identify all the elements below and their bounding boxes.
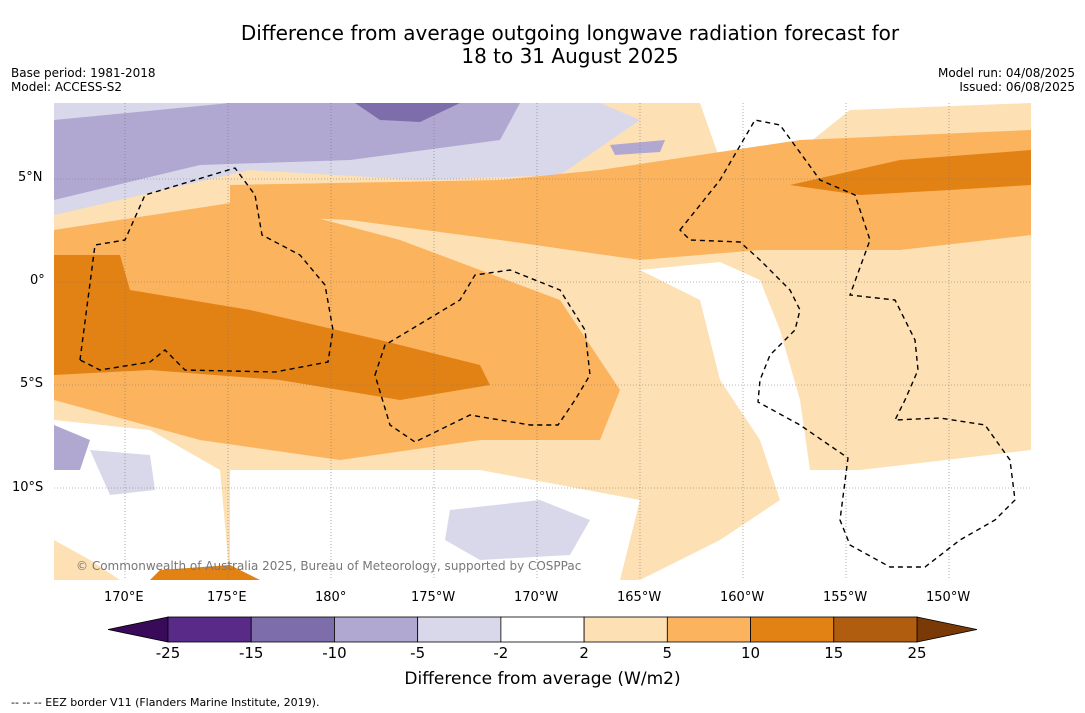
colorbar-cell — [750, 616, 835, 643]
olr-anomaly-field — [54, 103, 1031, 580]
lon-label-180: 180° — [315, 590, 347, 605]
title-line-1: Difference from average outgoing longwav… — [240, 21, 900, 45]
model-run: Model run: 04/08/2025 — [937, 66, 1075, 80]
colorbar-tick-label: 10 — [741, 644, 761, 662]
colorbar-cell — [583, 616, 668, 643]
colorbar-cell — [666, 616, 751, 643]
colorbar-tick-label: 25 — [907, 644, 927, 662]
colorbar-tick-label: 15 — [824, 644, 844, 662]
meta-left: Base period: 1981-2018 Model: ACCESS-S2 — [11, 66, 156, 94]
graticule — [54, 103, 1031, 580]
colorbar-cell — [167, 616, 252, 643]
colorbar-over-arrow — [916, 616, 978, 643]
map-title: Difference from average outgoing longwav… — [0, 22, 1085, 68]
colorbar-label: Difference from average (W/m2) — [404, 669, 681, 689]
colorbar — [107, 616, 978, 643]
lon-label-165w: 165°W — [617, 590, 662, 605]
lon-label-170e: 170°E — [104, 590, 144, 605]
lon-label-155w: 155°W — [823, 590, 868, 605]
colorbar-tick-label: -15 — [238, 644, 264, 662]
base-period: Base period: 1981-2018 — [11, 66, 156, 80]
colorbar-tick-label: -25 — [155, 644, 181, 662]
eez-footnote: -- -- -- EEZ border V11 (Flanders Marine… — [11, 696, 320, 709]
lon-label-170w: 170°W — [514, 590, 559, 605]
colorbar-cell — [334, 616, 419, 643]
colorbar-cell — [833, 616, 918, 643]
title-line-2: 18 to 31 August 2025 — [461, 44, 679, 68]
lat-label-5s: 5°S — [20, 376, 44, 391]
lat-label-0: 0° — [30, 273, 45, 288]
colorbar-cell — [250, 616, 335, 643]
model-name: Model: ACCESS-S2 — [11, 80, 123, 94]
colorbar-tick-label: 5 — [662, 644, 673, 662]
colorbar-tick-label: 2 — [579, 644, 589, 662]
colorbar-tick-label: -10 — [322, 644, 347, 662]
issued-date: Issued: 06/08/2025 — [959, 80, 1075, 94]
colorbar-tick-label: -5 — [410, 644, 426, 662]
lon-label-160w: 160°W — [720, 590, 765, 605]
colorbar-cell — [500, 616, 585, 643]
lat-label-5n: 5°N — [18, 170, 43, 185]
lat-label-10s: 10°S — [12, 480, 44, 495]
colorbar-tick-label: -2 — [493, 644, 509, 662]
lon-label-175w: 175°W — [411, 590, 456, 605]
lon-label-150w: 150°W — [926, 590, 971, 605]
meta-right: Model run: 04/08/2025 Issued: 06/08/2025 — [938, 66, 1075, 94]
lon-label-175e: 175°E — [207, 590, 247, 605]
copyright-text: © Commonwealth of Australia 2025, Bureau… — [76, 559, 582, 573]
colorbar-cell — [417, 616, 502, 643]
eez-borders — [79, 119, 1016, 568]
colorbar-under-arrow — [107, 616, 169, 643]
